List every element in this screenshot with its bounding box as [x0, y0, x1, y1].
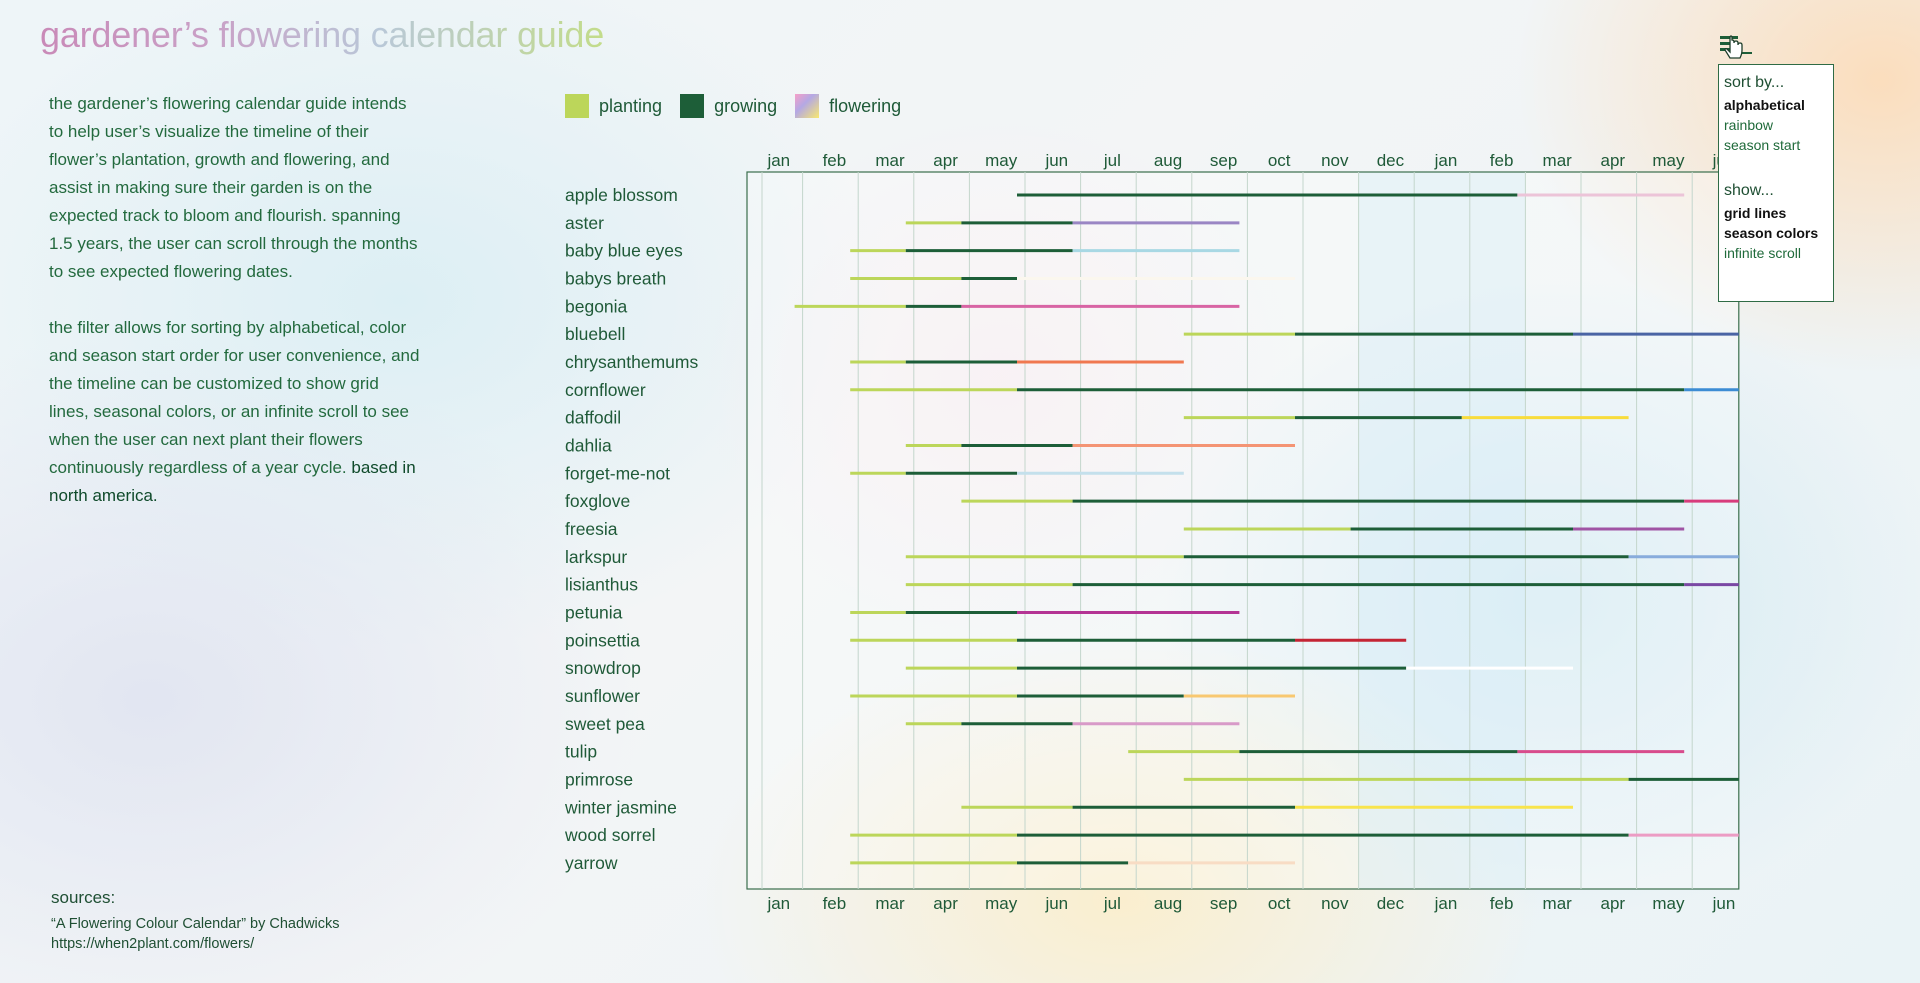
month-label-top: dec	[1377, 151, 1405, 170]
month-label-top: jan	[766, 151, 790, 170]
intro-region-note: based in north america.	[49, 458, 416, 505]
legend-planting: planting	[565, 94, 662, 118]
month-label-bottom: may	[1652, 894, 1685, 913]
flower-label: primrose	[565, 769, 633, 789]
sort-group: sort by... alphabetical rainbow season s…	[1724, 73, 1833, 155]
month-label-bottom: mar	[875, 894, 905, 913]
legend-growing-label: growing	[714, 95, 778, 116]
flower-label: tulip	[565, 742, 597, 762]
page-title: gardener’s flowering calendar guide	[40, 14, 605, 55]
legend-flowering: flowering	[795, 94, 901, 118]
month-label-top: nov	[1321, 151, 1349, 170]
month-label-bottom: feb	[823, 894, 847, 913]
flower-label: foxglove	[565, 491, 630, 511]
month-label-bottom: apr	[1601, 894, 1626, 913]
source-1: “A Flowering Colour Calendar” by Chadwic…	[51, 916, 340, 932]
month-label-bottom: mar	[1543, 894, 1573, 913]
show-option-infinite-scroll[interactable]: infinite scroll	[1724, 245, 1802, 261]
menu-button[interactable]	[1716, 32, 1756, 64]
month-label-bottom: jun	[1712, 894, 1736, 913]
month-label-top: sep	[1210, 151, 1237, 170]
flower-label: petunia	[565, 602, 623, 622]
legend-growing: growing	[680, 94, 777, 118]
hand-pointer-icon	[1724, 35, 1743, 59]
source-2[interactable]: https://when2plant.com/flowers/	[51, 936, 255, 952]
flower-label: wood sorrel	[564, 825, 655, 845]
month-label-top: jul	[1103, 151, 1121, 170]
show-label: show...	[1724, 182, 1774, 199]
show-option-season-colors[interactable]: season colors	[1724, 225, 1819, 241]
month-label-top: mar	[875, 151, 905, 170]
flower-label: snowdrop	[565, 658, 641, 678]
month-label-top: feb	[823, 151, 847, 170]
month-label-top: jun	[1044, 151, 1068, 170]
plot-background	[747, 172, 1739, 889]
month-label-bottom: jun	[1044, 894, 1068, 913]
flower-label: poinsettia	[565, 630, 640, 650]
legend-flowering-swatch	[795, 94, 820, 118]
season-band-winter	[1358, 172, 1526, 889]
month-label-top: feb	[1490, 151, 1514, 170]
legend-planting-label: planting	[599, 95, 663, 116]
show-option-grid-lines[interactable]: grid lines	[1724, 205, 1787, 221]
legend: planting growing flowering	[565, 94, 919, 118]
month-label-top: aug	[1154, 151, 1182, 170]
month-label-bottom: may	[985, 894, 1018, 913]
month-label-top: oct	[1268, 151, 1291, 170]
legend-flowering-label: flowering	[829, 95, 902, 116]
flower-label: lisianthus	[565, 575, 638, 595]
flower-label: chrysanthemums	[565, 352, 698, 372]
month-label-bottom: oct	[1268, 894, 1291, 913]
show-group: show... grid lines season colors infinit…	[1724, 181, 1833, 263]
flower-label: sunflower	[565, 686, 640, 706]
month-label-top: apr	[1601, 151, 1626, 170]
plot-frame	[746, 171, 1740, 890]
month-label-bottom: nov	[1321, 894, 1349, 913]
filter-panel: sort by... alphabetical rainbow season s…	[1718, 64, 1834, 302]
month-label-top: apr	[933, 151, 958, 170]
sort-option-season-start[interactable]: season start	[1724, 137, 1801, 153]
intro-paragraph-2-text: the filter allows for sorting by alphabe…	[49, 318, 420, 477]
flower-label: larkspur	[565, 547, 627, 567]
flower-label: forget-me-not	[565, 463, 670, 483]
month-label-top: may	[985, 151, 1018, 170]
month-label-top: may	[1652, 151, 1685, 170]
flower-label: bluebell	[565, 324, 625, 344]
legend-growing-swatch	[680, 94, 705, 118]
month-label-top: jan	[1434, 151, 1458, 170]
month-label-bottom: dec	[1377, 894, 1405, 913]
flower-label: winter jasmine	[564, 797, 677, 817]
flower-label: dahlia	[565, 435, 612, 455]
flower-label: aster	[565, 213, 604, 233]
sources: sources: “A Flowering Colour Calendar” b…	[51, 888, 340, 954]
sort-option-rainbow[interactable]: rainbow	[1724, 117, 1774, 133]
month-label-bottom: jan	[766, 894, 790, 913]
month-label-bottom: aug	[1154, 894, 1182, 913]
sort-label: sort by...	[1724, 74, 1785, 91]
flower-label: apple blossom	[565, 185, 678, 205]
month-label-top: mar	[1543, 151, 1573, 170]
flower-label: yarrow	[565, 853, 618, 873]
flower-label: freesia	[565, 519, 618, 539]
flower-label: sweet pea	[565, 714, 645, 734]
legend-planting-swatch	[565, 94, 589, 118]
month-label-bottom: sep	[1210, 894, 1237, 913]
intro-paragraph-2: the filter allows for sorting by alphabe…	[49, 314, 421, 510]
sources-label: sources:	[51, 888, 116, 907]
flower-label: cornflower	[565, 380, 646, 400]
month-label-bottom: jul	[1103, 894, 1121, 913]
month-label-bottom: jan	[1434, 894, 1458, 913]
menu-hamburger-icon[interactable]	[1716, 32, 1756, 64]
flower-label: begonia	[565, 296, 628, 316]
month-label-bottom: feb	[1490, 894, 1514, 913]
intro-text: the gardener’s flowering calendar guide …	[49, 90, 421, 538]
flower-label: daffodil	[565, 408, 621, 428]
sort-option-alphabetical[interactable]: alphabetical	[1724, 97, 1805, 113]
month-label-bottom: apr	[933, 894, 958, 913]
intro-paragraph-1: the gardener’s flowering calendar guide …	[49, 94, 418, 281]
flower-label: babys breath	[565, 268, 666, 288]
flower-label: baby blue eyes	[565, 241, 683, 261]
